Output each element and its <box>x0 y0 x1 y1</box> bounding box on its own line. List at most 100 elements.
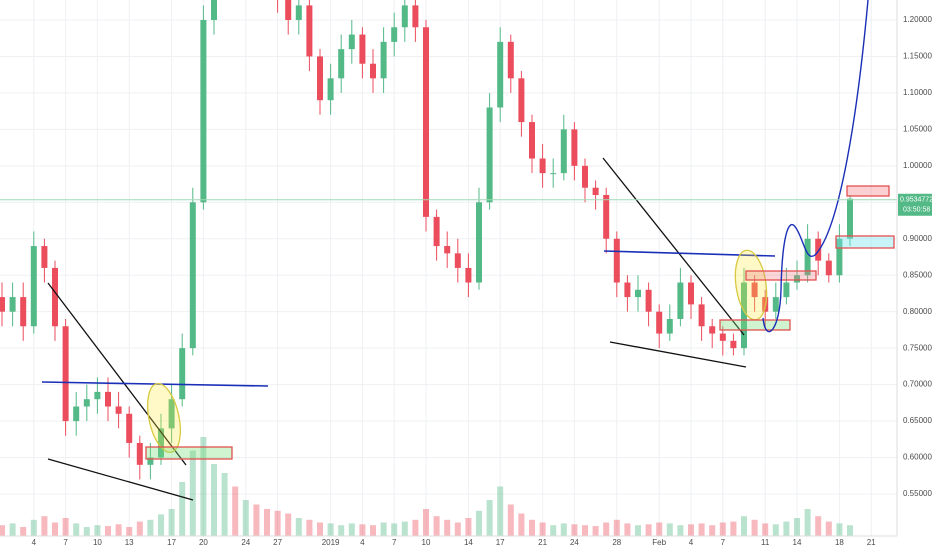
candle-body <box>719 333 726 341</box>
candle-body <box>30 246 37 327</box>
y-tick-label: 0.60000000 <box>903 453 932 462</box>
volume-bar <box>698 523 705 536</box>
x-tick-label: 24 <box>241 538 250 547</box>
volume-bar <box>730 521 737 536</box>
candle-body <box>550 173 557 175</box>
x-tick-label: 7 <box>721 538 726 547</box>
support-box <box>835 235 895 249</box>
last-price-label: 0.95347721 <box>900 197 932 204</box>
volume-bar <box>30 519 37 536</box>
volume-bar <box>253 504 260 536</box>
candle-body <box>741 282 747 349</box>
volume-bar <box>709 525 716 536</box>
candle-body <box>306 5 313 57</box>
volume-bar <box>751 519 758 536</box>
volume-bar <box>285 513 292 536</box>
x-tick-label: 13 <box>125 538 134 547</box>
candle-body <box>645 289 652 312</box>
candle-body <box>147 457 154 465</box>
candle-body <box>0 297 5 312</box>
volume-bar <box>529 519 535 536</box>
candle-body <box>285 0 292 20</box>
candle-body <box>62 326 69 422</box>
y-tick-label: 1.05000000 <box>903 124 932 133</box>
y-tick-label: 0.90000000 <box>903 234 932 243</box>
candle-body <box>327 78 334 101</box>
candle-body <box>635 289 641 298</box>
candle-body <box>423 27 429 217</box>
volume-bar <box>454 522 461 536</box>
x-tick-label: 4 <box>360 538 365 547</box>
volume-bar <box>317 522 323 536</box>
resistance-line <box>603 250 776 257</box>
volume-bar <box>783 521 790 536</box>
candle-body <box>168 399 175 429</box>
candle-body <box>189 202 196 349</box>
trend-line <box>602 157 745 336</box>
volume-bar <box>147 519 154 536</box>
volume-bar <box>486 500 493 536</box>
volume-bar <box>168 509 175 536</box>
countdown-label: 03:50:58 <box>903 207 930 214</box>
volume-bar <box>380 522 387 536</box>
volume-bar <box>465 518 472 536</box>
x-tick-label: 24 <box>570 538 579 547</box>
candle-body <box>136 442 143 465</box>
volume-bar <box>20 527 27 536</box>
volume-bar <box>105 526 111 536</box>
volume-bar <box>507 504 514 536</box>
x-tick-label: 10 <box>422 538 431 547</box>
volume-bar <box>327 523 334 536</box>
volume-bar <box>158 514 164 536</box>
x-tick-label: 14 <box>793 538 802 547</box>
projection-curve <box>762 0 869 333</box>
volume-bar <box>539 522 546 536</box>
x-tick-label: 14 <box>464 538 473 547</box>
volume-bar <box>200 437 207 536</box>
candle-body <box>751 282 758 298</box>
candle-body <box>73 406 80 422</box>
candle-body <box>412 5 419 28</box>
candle-body <box>401 5 408 28</box>
volume-bar <box>560 523 567 536</box>
volume-bar <box>0 525 5 536</box>
volume-bar <box>582 525 588 536</box>
volume-bar <box>518 513 525 536</box>
volume-bar <box>9 523 16 536</box>
volume-bar <box>295 518 302 536</box>
volume-bar <box>433 516 440 536</box>
x-tick-label: 21 <box>867 538 876 547</box>
y-tick-label: 0.55000000 <box>903 489 932 498</box>
candle-body <box>677 282 684 319</box>
volume-bar <box>423 509 429 536</box>
volume-bar <box>825 521 832 536</box>
volume-bar <box>719 522 726 536</box>
candle-body <box>41 246 48 268</box>
y-tick-label: 1.10000000 <box>903 88 932 97</box>
y-tick-label: 0.80000000 <box>903 307 932 316</box>
candle-body <box>666 318 673 334</box>
volume-bar <box>444 519 451 536</box>
x-tick-label: 28 <box>612 538 621 547</box>
candle-body <box>571 129 578 166</box>
candle-body <box>370 63 376 79</box>
volume-bar <box>115 524 122 536</box>
x-tick-label: 2019 <box>322 538 340 547</box>
y-tick-label: 1.20000000 <box>903 15 932 24</box>
candle-body <box>317 56 323 101</box>
drawings <box>41 0 895 501</box>
highlight-ellipse <box>146 382 182 454</box>
y-tick-label: 0.65000000 <box>903 416 932 425</box>
y-tick-label: 1.15000000 <box>903 52 932 61</box>
last-price-box <box>898 193 932 216</box>
candle-body <box>158 428 164 458</box>
y-tick-label: 1.00000000 <box>903 161 932 170</box>
volume-bar <box>221 473 228 536</box>
candle-body <box>433 216 440 247</box>
candle-body <box>582 165 588 188</box>
volume-bar <box>635 525 641 536</box>
candle-body <box>624 282 631 298</box>
x-tick-label: 18 <box>835 538 844 547</box>
candle-body <box>847 198 853 239</box>
